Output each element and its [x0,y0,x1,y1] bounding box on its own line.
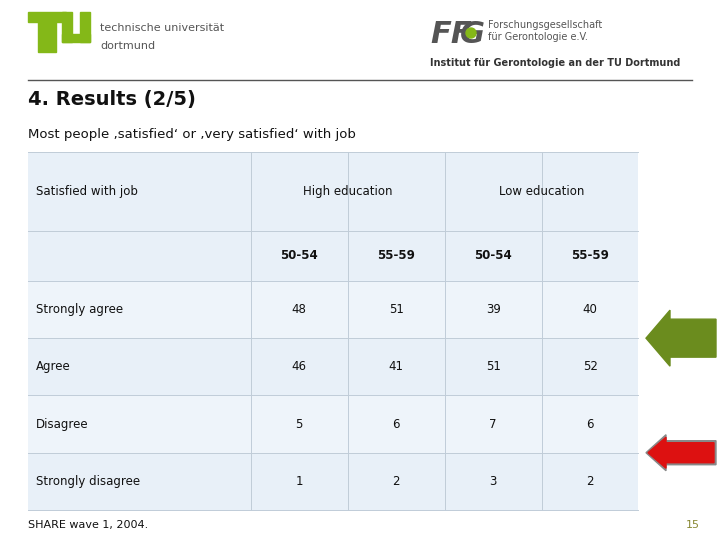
Text: 55-59: 55-59 [377,249,415,262]
FancyArrow shape [646,310,716,366]
FancyArrow shape [648,437,714,468]
Bar [62,12,72,42]
FancyArrow shape [646,435,716,471]
Text: 6: 6 [586,417,594,430]
Bar [28,453,638,510]
Text: Most people ‚satisfied‘ or ‚very satisfied‘ with job: Most people ‚satisfied‘ or ‚very satisfi… [28,128,356,141]
Text: G: G [460,20,485,49]
Text: technische universität: technische universität [100,23,224,33]
Text: Strongly disagree: Strongly disagree [36,475,140,488]
Text: 4. Results (2/5): 4. Results (2/5) [28,90,196,109]
Text: 5: 5 [295,417,303,430]
Bar [28,152,638,231]
Bar [28,338,638,395]
Text: 40: 40 [582,303,598,316]
Text: Institut für Gerontologie an der TU Dortmund: Institut für Gerontologie an der TU Dort… [430,58,680,68]
Bar [28,231,638,281]
Circle shape [466,28,476,38]
Text: Forschungsgesellschaft: Forschungsgesellschaft [488,20,602,30]
Bar [28,281,638,338]
Text: für Gerontologie e.V.: für Gerontologie e.V. [488,32,588,42]
Text: 50-54: 50-54 [474,249,512,262]
Text: 15: 15 [686,520,700,530]
Text: 2: 2 [586,475,594,488]
Text: 52: 52 [582,360,598,373]
Text: Strongly agree: Strongly agree [36,303,123,316]
Text: Low education: Low education [499,185,584,198]
Text: 1: 1 [295,475,303,488]
Text: 50-54: 50-54 [280,249,318,262]
Bar [28,395,638,453]
Text: SHARE wave 1, 2004.: SHARE wave 1, 2004. [28,520,148,530]
Text: 46: 46 [292,360,307,373]
Bar [80,12,90,42]
Text: 51: 51 [486,360,500,373]
Text: Disagree: Disagree [36,417,89,430]
Text: High education: High education [303,185,392,198]
Text: 48: 48 [292,303,307,316]
Text: 39: 39 [486,303,500,316]
Text: 3: 3 [490,475,497,488]
Text: 6: 6 [392,417,400,430]
Bar [38,22,56,52]
Text: 7: 7 [490,417,497,430]
Text: FF: FF [430,20,472,49]
Bar [28,12,66,22]
Text: Agree: Agree [36,360,71,373]
Text: 41: 41 [389,360,404,373]
Text: dortmund: dortmund [100,41,155,51]
Bar [62,34,90,42]
Text: 51: 51 [389,303,404,316]
Text: 55-59: 55-59 [571,249,609,262]
Text: Satisfied with job: Satisfied with job [36,185,138,198]
Text: 2: 2 [392,475,400,488]
